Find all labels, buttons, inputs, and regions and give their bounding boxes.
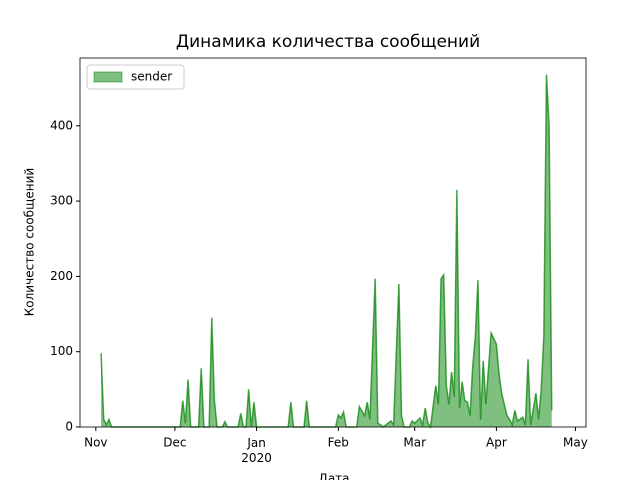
x-axis-label: Дата <box>318 472 349 481</box>
y-tick-label: 0 <box>65 420 73 434</box>
x-tick-label: Jan 2020 <box>241 436 272 465</box>
x-tick-label: Nov <box>84 436 107 450</box>
y-tick-label: 300 <box>50 194 73 208</box>
y-axis-label: Количество сообщений <box>23 168 37 316</box>
y-tick-label: 200 <box>50 269 73 283</box>
legend-swatch <box>93 71 123 83</box>
y-tick-label: 400 <box>50 118 73 132</box>
x-tick-label: May <box>563 436 588 450</box>
chart-title: Динамика количества сообщений <box>176 32 480 52</box>
plot-frame <box>79 57 587 428</box>
x-tick-label: Dec <box>163 436 186 450</box>
legend-label: sender <box>131 70 172 84</box>
x-tick-label: Mar <box>403 436 426 450</box>
x-tick-label: Apr <box>486 436 507 450</box>
x-tick-label: Feb <box>328 436 349 450</box>
legend-box <box>86 64 185 90</box>
line <box>100 74 553 430</box>
y-tick-label: 100 <box>50 344 73 358</box>
